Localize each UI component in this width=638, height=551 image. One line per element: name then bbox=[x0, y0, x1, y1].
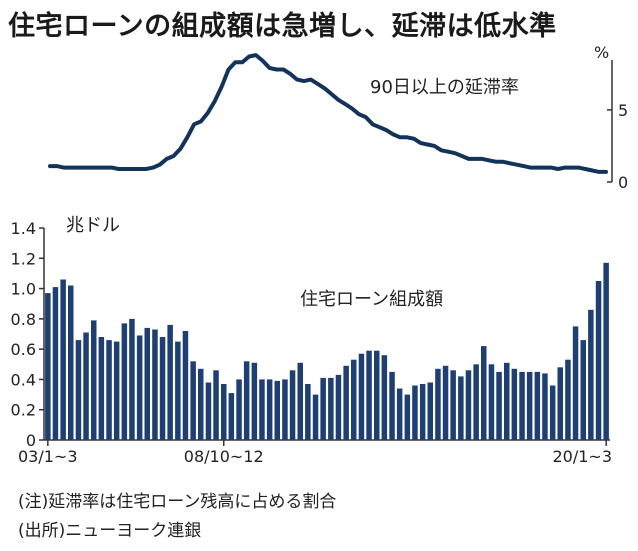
x-axis-tick-label: 03/1~3 bbox=[18, 447, 78, 466]
left-axis-unit: 兆ドル bbox=[66, 215, 120, 236]
footnote-definition: (注)延滞率は住宅ローン残高に占める割合 bbox=[18, 492, 337, 512]
origination-bar bbox=[351, 359, 357, 440]
origination-bar bbox=[205, 382, 212, 440]
left-axis-tick-label: 0.8 bbox=[11, 310, 36, 329]
origination-bar bbox=[496, 371, 502, 440]
origination-bar bbox=[580, 340, 586, 440]
origination-bar bbox=[526, 371, 533, 440]
origination-bar bbox=[542, 373, 548, 440]
left-axis-tick-label: 1.2 bbox=[11, 249, 36, 268]
left-axis-tick-label: 0.2 bbox=[11, 401, 36, 420]
origination-bar bbox=[297, 362, 303, 440]
origination-bar bbox=[243, 361, 250, 440]
origination-bar bbox=[442, 365, 449, 440]
origination-bar bbox=[98, 337, 105, 440]
origination-bar bbox=[45, 293, 51, 440]
origination-bar bbox=[450, 370, 456, 440]
origination-bar bbox=[557, 367, 563, 440]
origination-bar bbox=[175, 341, 181, 440]
origination-bar bbox=[106, 340, 112, 440]
origination-bar bbox=[52, 287, 59, 440]
origination-bar bbox=[427, 382, 433, 440]
origination-bar bbox=[190, 361, 196, 440]
origination-bar bbox=[366, 350, 372, 440]
delinquency-line-chart: 0 5% 90日以上の延滞率 bbox=[48, 43, 628, 192]
origination-bar bbox=[404, 394, 411, 440]
origination-bar bbox=[549, 385, 556, 440]
origination-bar bbox=[572, 326, 579, 440]
left-axis-tick-label: 1.4 bbox=[11, 219, 36, 238]
origination-bar bbox=[343, 365, 349, 440]
origination-bar bbox=[358, 353, 365, 440]
origination-bar bbox=[588, 309, 594, 440]
left-axis-tick-label: 0 bbox=[26, 431, 36, 450]
origination-bar bbox=[335, 374, 342, 440]
origination-bar bbox=[289, 370, 296, 440]
origination-bar bbox=[389, 371, 395, 440]
origination-bar bbox=[603, 262, 609, 440]
footnote-source: (出所)ニューヨーク連銀 bbox=[18, 521, 202, 541]
right-axis-tick-label: 5 bbox=[618, 101, 628, 120]
origination-bar bbox=[412, 385, 418, 440]
right-axis-unit: % bbox=[594, 43, 609, 62]
left-axis-tick-label: 0.6 bbox=[11, 340, 36, 359]
origination-bar bbox=[91, 320, 97, 440]
origination-bar bbox=[83, 332, 89, 440]
origination-bar bbox=[374, 350, 380, 440]
origination-bar bbox=[504, 362, 510, 440]
x-axis-tick-label: 08/10~12 bbox=[184, 447, 264, 466]
delinquency-rate-line bbox=[48, 53, 608, 174]
origination-bar bbox=[60, 279, 66, 440]
origination-bar-chart: 0 0.2 0.4 0.6 0.8 1.0 1.2 1.4 兆ドル 03/1~3 08/10~12 2… bbox=[11, 215, 612, 466]
origination-bar bbox=[266, 379, 273, 440]
left-axis-tick-label: 1.0 bbox=[11, 280, 36, 299]
origination-bar bbox=[595, 281, 602, 440]
origination-bar bbox=[473, 364, 479, 440]
origination-bar bbox=[282, 379, 288, 440]
origination-bar bbox=[213, 370, 219, 440]
origination-bar bbox=[465, 370, 472, 440]
chart-title: 住宅ローンの組成額は急増し、延滞は低水準 bbox=[8, 11, 557, 42]
origination-bar bbox=[152, 329, 158, 440]
x-axis-tick-label: 20/1~3 bbox=[552, 447, 612, 466]
delinquency-series-label: 90日以上の延滞率 bbox=[370, 77, 519, 98]
origination-bar bbox=[228, 393, 235, 440]
origination-bar bbox=[221, 384, 227, 440]
origination-bar bbox=[167, 324, 173, 440]
origination-bar bbox=[305, 384, 311, 440]
origination-bar bbox=[565, 359, 571, 440]
origination-bar bbox=[144, 327, 150, 440]
origination-bar bbox=[488, 364, 495, 440]
origination-bar bbox=[458, 376, 464, 440]
origination-bar bbox=[511, 368, 518, 440]
origination-bar bbox=[481, 346, 487, 440]
origination-bar bbox=[159, 337, 166, 440]
origination-series-label: 住宅ローン組成額 bbox=[300, 289, 443, 310]
origination-bar bbox=[381, 355, 388, 440]
origination-bar bbox=[312, 394, 319, 440]
origination-bar bbox=[396, 388, 403, 440]
origination-bar bbox=[435, 368, 441, 440]
origination-bar bbox=[198, 368, 204, 440]
origination-bar bbox=[113, 341, 120, 440]
origination-bar bbox=[129, 318, 135, 440]
origination-bar bbox=[259, 379, 265, 440]
origination-bar bbox=[182, 331, 189, 440]
origination-bar bbox=[236, 379, 242, 440]
origination-bar bbox=[328, 377, 334, 440]
origination-bar bbox=[251, 362, 258, 440]
origination-bar bbox=[519, 371, 525, 440]
origination-bar bbox=[75, 340, 82, 440]
origination-bar bbox=[419, 384, 426, 440]
origination-bar bbox=[121, 323, 128, 440]
origination-bar bbox=[68, 285, 74, 440]
right-axis-tick-label: 0 bbox=[618, 173, 628, 192]
origination-bar bbox=[274, 380, 280, 440]
origination-bar bbox=[320, 377, 326, 440]
left-axis-tick-label: 0.4 bbox=[11, 370, 36, 389]
origination-bar bbox=[534, 371, 541, 440]
origination-bar bbox=[136, 335, 143, 440]
